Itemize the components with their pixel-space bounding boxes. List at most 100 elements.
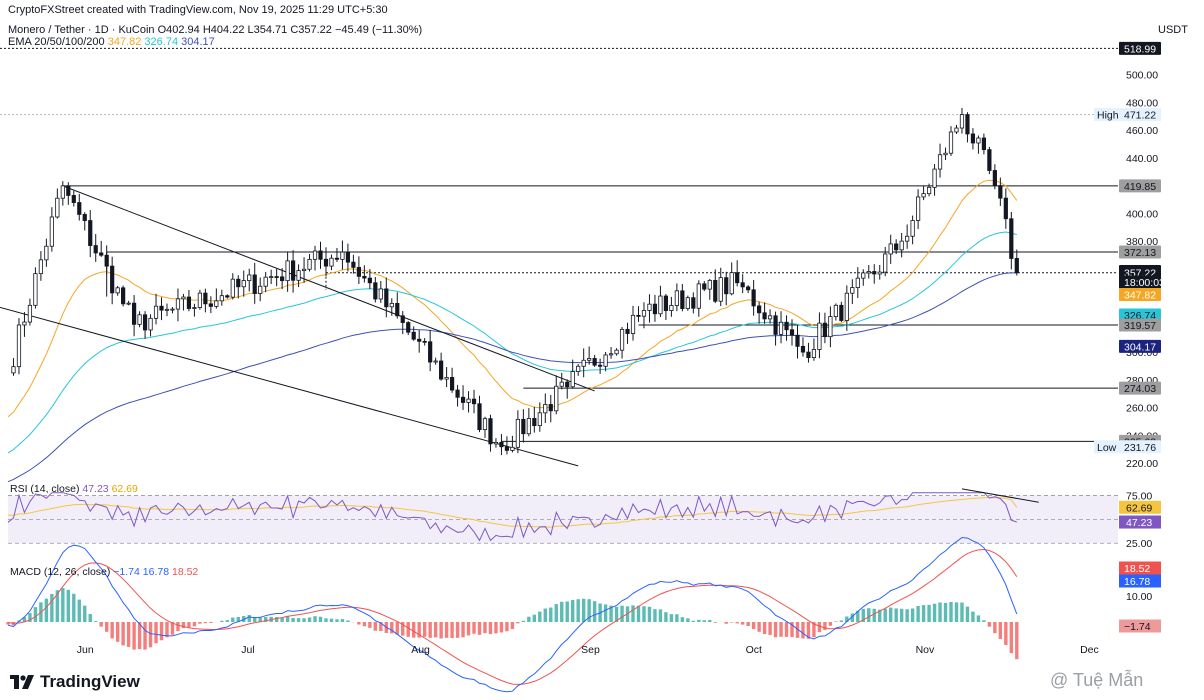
candle-up [214, 300, 219, 307]
macd-hist-bar [187, 622, 191, 628]
macd-hist-bar [499, 622, 504, 633]
candle-down [104, 254, 109, 267]
macd-hist-bar [779, 622, 783, 637]
macd-label: MACD (12, 26, close) [10, 566, 111, 578]
price-tick-label: 460.00 [1126, 125, 1158, 137]
candle-up [38, 259, 43, 275]
candle-down [290, 260, 296, 281]
macd-hist-bar [839, 620, 844, 622]
candle-up [587, 358, 592, 361]
rsi-divergence-line [961, 488, 1039, 503]
candle-up [855, 277, 860, 288]
candle-up [175, 298, 181, 310]
candle-up [926, 186, 932, 195]
tradingview-logo[interactable]: TradingView [10, 672, 140, 692]
macd-badge [1119, 619, 1161, 633]
ohlc-values: O402.94 H404.22 L354.71 C357.22 −45.49 (… [157, 24, 423, 36]
candle-down [795, 334, 800, 347]
candle-down [713, 279, 718, 302]
price-label-badge [1119, 339, 1161, 353]
price-label-text: 319.57 [1124, 320, 1156, 332]
macd-hist-bar [702, 620, 706, 622]
candle-down [762, 312, 767, 320]
tradingview-logo-text: TradingView [40, 672, 140, 691]
rsi-tick-label: 25.00 [1126, 538, 1152, 550]
macd-hist-bar [795, 622, 800, 638]
candle-up [11, 366, 16, 374]
candle-up [192, 307, 197, 309]
candle-up [197, 292, 202, 308]
macd-hist-bar [236, 616, 240, 622]
price-tick-label: 220.00 [1126, 458, 1158, 470]
candle-up [148, 317, 153, 331]
macd-hist-bar [104, 622, 109, 632]
macd-hist-bar [614, 606, 619, 622]
candle-up [16, 324, 22, 368]
candle-up [526, 418, 531, 435]
trendlines [0, 185, 595, 467]
candle-up [811, 349, 817, 358]
macd-legend[interactable]: MACD (12, 26, close) −1.74 16.78 18.52 [10, 566, 198, 578]
candle-up [718, 277, 723, 302]
candle-down [351, 261, 356, 268]
candle-up [515, 418, 520, 448]
macd-hist-value: 18.52 [172, 566, 199, 578]
candle-down [751, 289, 756, 307]
candle-up [493, 441, 499, 445]
price-label-text: 231.76 [1124, 442, 1156, 454]
candle-up [899, 240, 904, 251]
candle-down [702, 283, 707, 290]
rsi-value: 47.23 [82, 483, 109, 495]
price-label-badge [1119, 245, 1161, 259]
candle-down [131, 302, 137, 325]
candle-down [455, 389, 460, 398]
candle-up [537, 412, 542, 427]
candle-up [126, 302, 131, 305]
macd-hist-bar [954, 602, 959, 622]
candle-up [778, 321, 784, 335]
macd-badge [1119, 574, 1161, 588]
candle-down [186, 296, 192, 309]
candle-up [861, 272, 866, 279]
candle-up [959, 114, 965, 129]
candle-up [247, 274, 252, 281]
macd-hist-bar [631, 605, 635, 622]
macd-hist-bar [554, 604, 558, 622]
macd-hist-bar [280, 617, 284, 622]
candle-up [554, 385, 559, 412]
macd-hist-bar [488, 622, 493, 635]
ema-legend[interactable]: EMA 20/50/100/200 347.82 326.74 304.17 [8, 36, 215, 48]
price-label-badge [1119, 308, 1161, 322]
credit-line: CryptoFXStreet created with TradingView.… [8, 4, 388, 16]
candles [11, 107, 1019, 456]
macd-badge [1119, 561, 1161, 575]
candle-up [954, 127, 959, 133]
candle-down [592, 358, 597, 366]
candle-up [570, 371, 575, 388]
candle-down [345, 251, 351, 263]
macd-hist-bar [390, 622, 394, 634]
candle-down [422, 340, 427, 343]
macd-hist-bar [899, 608, 904, 622]
candle-down [488, 418, 493, 445]
candle-up [263, 276, 268, 287]
price-tick-label: 400.00 [1126, 208, 1158, 220]
candle-up [608, 353, 614, 356]
price-axis[interactable]: 500.00480.00460.00440.00400.00380.00340.… [1094, 41, 1165, 470]
candle-up [767, 315, 773, 320]
time-axis[interactable]: Jun Jul Aug Sep Oct Nov Dec [77, 644, 1099, 656]
candle-down [77, 202, 82, 215]
candle-down [872, 271, 877, 275]
candle-up [543, 404, 548, 414]
price-label-badge [1119, 108, 1161, 122]
candle-up [817, 322, 822, 350]
macd-hist-bar [472, 622, 476, 634]
watermark: @ Tuệ Mẫn [1050, 670, 1144, 690]
macd-hist-bar [565, 601, 569, 622]
macd-hist-bar [291, 617, 295, 622]
trendline [62, 185, 595, 392]
price-label-prefix: High [1097, 110, 1119, 122]
rsi-legend[interactable]: RSI (14, close) 47.23 62.69 [10, 483, 138, 495]
candle-down [66, 185, 71, 196]
